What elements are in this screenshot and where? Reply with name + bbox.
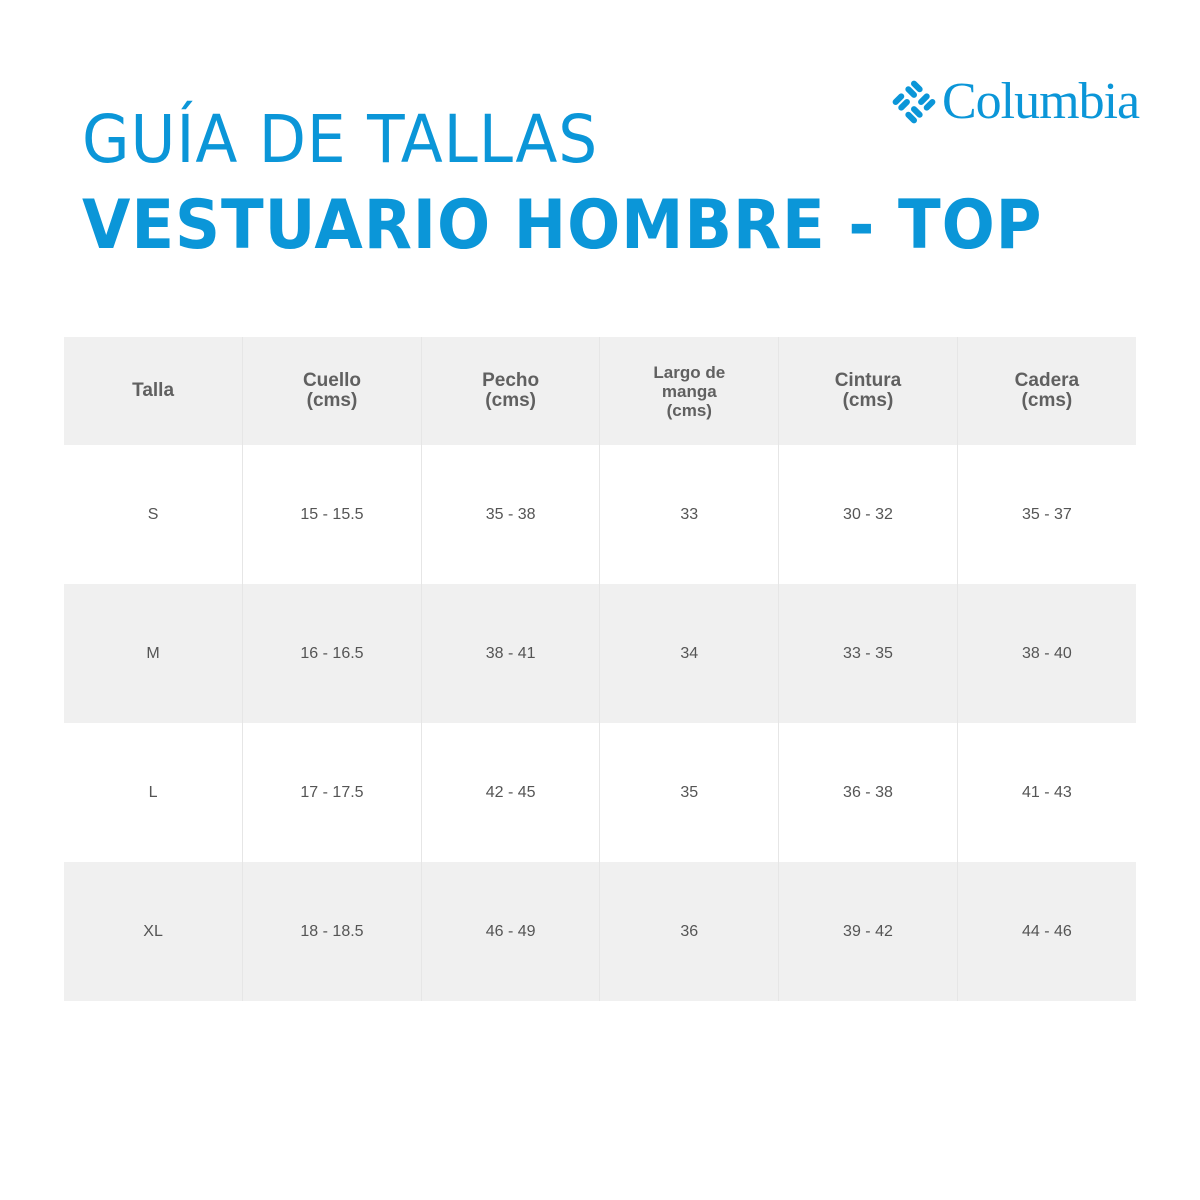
table-cell: XL — [64, 862, 243, 1001]
header-cadera: Cadera (cms) — [956, 337, 1136, 445]
table-cell: 33 — [599, 445, 779, 584]
table-cell: 33 - 35 — [778, 584, 958, 723]
table-cell: 42 - 45 — [420, 723, 600, 862]
table-cell: 39 - 42 — [778, 862, 958, 1001]
table-cell: 46 - 49 — [420, 862, 600, 1001]
table-cell: 35 — [599, 723, 779, 862]
header-cuello: Cuello (cms) — [242, 337, 422, 445]
header-pecho: Pecho (cms) — [420, 337, 600, 445]
table-cell: 17 - 17.5 — [242, 723, 422, 862]
table-cell: 16 - 16.5 — [242, 584, 422, 723]
table-cell: 36 - 38 — [778, 723, 958, 862]
table-cell: 15 - 15.5 — [242, 445, 422, 584]
table-header-row: Talla Cuello (cms) Pecho (cms) Largo de ma… — [64, 337, 1136, 445]
columbia-logo: Columbia — [888, 72, 1140, 131]
table-row: L 17 - 17.5 42 - 45 35 36 - 38 41 - 43 — [64, 723, 1136, 862]
columbia-diamond-icon — [892, 80, 936, 123]
header-cintura: Cintura (cms) — [778, 337, 958, 445]
table-cell: 41 - 43 — [956, 723, 1136, 862]
size-table: Talla Cuello (cms) Pecho (cms) Largo de ma… — [64, 337, 1136, 1001]
table-cell: S — [147, 505, 159, 523]
table-row: M 16 - 16.5 38 - 41 34 33 - 35 38 - 40 — [64, 584, 1136, 723]
table-row: XL 18 - 18.5 46 - 49 36 39 - 42 44 - 46 — [64, 862, 1136, 1001]
table-cell: 38 - 40 — [956, 584, 1136, 723]
page-title: GUÍA DE TALLAS — [82, 101, 599, 178]
table-row: S 15 - 15.5 35 - 38 33 30 - 32 35 - 37 — [64, 445, 1136, 584]
table-cell: 34 — [599, 584, 779, 723]
page-subtitle: VESTUARIO HOMBRE - TOP — [82, 186, 1043, 265]
table-cell: 30 - 32 — [778, 445, 958, 584]
table-cell: M — [64, 584, 243, 723]
header-talla: Talla — [64, 337, 243, 445]
header-largo-manga: Largo de manga (cms) — [599, 337, 779, 445]
table-cell: 44 - 46 — [956, 862, 1136, 1001]
table-cell: 18 - 18.5 — [242, 862, 422, 1001]
brand-name: Columbia — [942, 73, 1140, 130]
table-cell: L — [148, 783, 158, 801]
table-cell: 35 - 37 — [956, 445, 1136, 584]
table-cell: 35 - 38 — [420, 445, 600, 584]
table-cell: 36 — [599, 862, 779, 1001]
table-cell: 38 - 41 — [420, 584, 600, 723]
